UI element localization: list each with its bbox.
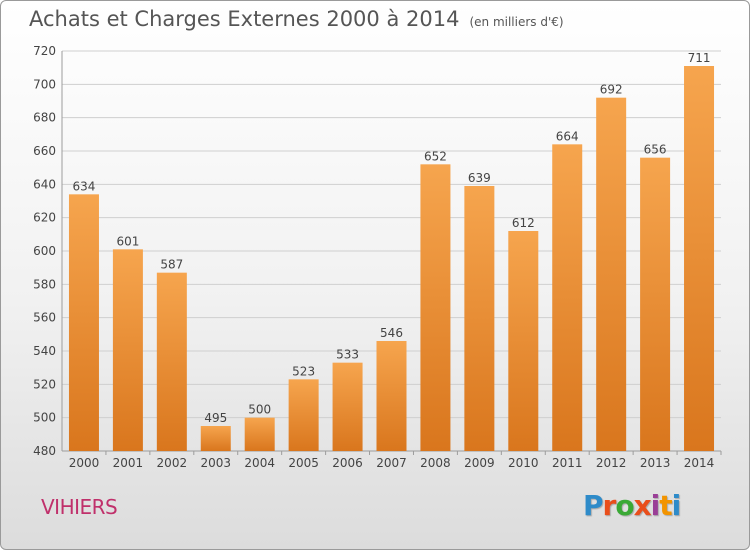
data-label: 711 xyxy=(688,51,711,65)
x-tick-label: 2000 xyxy=(69,456,100,470)
y-tick-label: 500 xyxy=(33,411,56,425)
bar-2004 xyxy=(244,417,275,451)
bar-2002 xyxy=(156,272,187,451)
y-tick-label: 560 xyxy=(33,311,56,325)
logo-letter: P xyxy=(583,489,604,522)
logo-letter: x xyxy=(633,489,652,522)
x-tick-label: 2005 xyxy=(288,456,319,470)
bar-2006 xyxy=(332,362,363,451)
y-tick-label: 700 xyxy=(33,77,56,91)
logo-letter: t xyxy=(659,489,672,522)
bar-2011 xyxy=(552,144,583,452)
data-label: 587 xyxy=(160,258,183,272)
x-tick-label: 2004 xyxy=(244,456,275,470)
data-label: 495 xyxy=(204,411,227,425)
bar-2012 xyxy=(596,97,627,452)
y-tick-label: 480 xyxy=(33,444,56,458)
x-tick-label: 2009 xyxy=(464,456,495,470)
y-tick-label: 540 xyxy=(33,344,56,358)
chart-unit: (en milliers d'€) xyxy=(469,15,564,29)
bar-2007 xyxy=(376,341,407,451)
y-tick-label: 720 xyxy=(33,44,56,58)
x-tick-label: 2002 xyxy=(157,456,188,470)
x-tick-label: 2001 xyxy=(113,456,144,470)
y-tick-label: 620 xyxy=(33,211,56,225)
y-tick-label: 640 xyxy=(33,177,56,191)
y-tick-label: 520 xyxy=(33,377,56,391)
bar-2013 xyxy=(640,157,671,451)
bars xyxy=(68,66,715,452)
bar-2009 xyxy=(464,186,495,451)
data-label: 656 xyxy=(644,143,667,157)
x-tick-label: 2007 xyxy=(376,456,407,470)
bar-2000 xyxy=(68,194,99,452)
x-tick-label: 2008 xyxy=(420,456,451,470)
y-tick-label: 580 xyxy=(33,277,56,291)
data-label: 664 xyxy=(556,129,579,143)
x-tick-label: 2014 xyxy=(684,456,715,470)
data-label: 634 xyxy=(73,179,96,193)
y-tick-label: 680 xyxy=(33,111,56,125)
x-tick-label: 2006 xyxy=(332,456,363,470)
bar-2001 xyxy=(112,249,143,451)
x-tick-label: 2013 xyxy=(640,456,671,470)
bar-2014 xyxy=(684,66,715,451)
data-label: 500 xyxy=(248,403,271,417)
y-tick-label: 660 xyxy=(33,144,56,158)
x-tick-label: 2012 xyxy=(596,456,627,470)
data-label: 546 xyxy=(380,326,403,340)
logo-letter: i xyxy=(650,489,661,522)
data-label: 639 xyxy=(468,171,491,185)
x-tick-label: 2011 xyxy=(552,456,583,470)
data-label: 601 xyxy=(116,234,139,248)
data-label: 523 xyxy=(292,364,315,378)
data-labels: 634 601 587 495 500 523 533 546 652 639 612 664 692 6… xyxy=(73,51,711,425)
bar-2003 xyxy=(200,426,231,451)
logo-letter: r xyxy=(602,489,617,522)
y-tick-label: 600 xyxy=(33,244,56,258)
logo-letter: o xyxy=(615,489,634,522)
chart-title: Achats et Charges Externes 2000 à 2014 (e… xyxy=(29,7,564,31)
data-label: 612 xyxy=(512,216,535,230)
bar-2010 xyxy=(508,231,539,451)
commune-name: VIHIERS xyxy=(41,495,118,519)
x-tick-label: 2010 xyxy=(508,456,539,470)
proxiti-logo: Proxiti xyxy=(583,489,682,522)
data-label: 533 xyxy=(336,348,359,362)
data-label: 652 xyxy=(424,149,447,163)
bar-2005 xyxy=(288,379,319,451)
bar-2008 xyxy=(420,164,451,452)
data-label: 692 xyxy=(600,83,623,97)
logo-letter: i xyxy=(671,489,682,522)
chart-title-text: Achats et Charges Externes 2000 à 2014 xyxy=(29,7,460,31)
x-tick-label: 2003 xyxy=(200,456,231,470)
